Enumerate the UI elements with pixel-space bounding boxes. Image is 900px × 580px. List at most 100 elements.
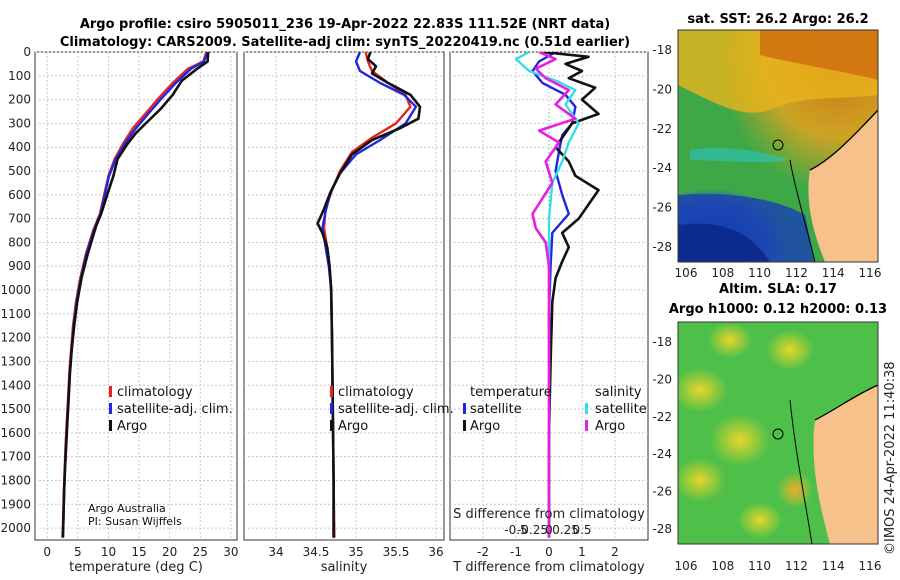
salinity-panel-frame: [243, 51, 445, 541]
legend-marker-s-satellite: [585, 403, 588, 414]
depth-tick-label: 300: [8, 116, 31, 130]
legend-label-t-argo: Argo: [470, 419, 500, 434]
map-lon-label: 106: [675, 559, 698, 573]
map-lat-label: -22: [652, 410, 672, 424]
sla-map-title-line1: Altim. SLA: 0.17: [719, 282, 837, 297]
legend-label-satellite: satellite-adj. clim.: [117, 402, 233, 417]
x-tick-label: 0: [545, 545, 553, 559]
series-line-argo: [316, 52, 422, 538]
s-tick-label: 0.25: [552, 523, 579, 537]
x-tick-label: 2: [611, 545, 619, 559]
legend-label-climatology: climatology: [338, 385, 414, 400]
depth-tick-label: 600: [8, 188, 31, 202]
map-lon-label: 108: [711, 559, 734, 573]
depth-tick-label: 0: [23, 45, 31, 59]
map-lon-label: 114: [822, 266, 845, 280]
depth-tick-label: 1400: [0, 378, 31, 392]
series-line-temperature-argo: [542, 52, 600, 538]
sla-argo-location: [772, 428, 784, 440]
map-lat-label: -26: [652, 485, 672, 499]
temperature-legend: climatology satellite-adj. clim. Argo: [109, 385, 233, 434]
depth-tick-label: 400: [8, 140, 31, 154]
sla-map-title-line2: Argo h1000: 0.12 h2000: 0.13: [669, 302, 887, 317]
difference-legend-temperature: temperature satellite Argo: [463, 385, 552, 434]
temperature-curves: [61, 52, 210, 538]
sst-argo-location: [772, 139, 784, 151]
depth-tick-label: 1200: [0, 331, 31, 345]
map-lon-label: 110: [748, 266, 771, 280]
map-lon-label: 116: [859, 559, 882, 573]
legend-marker-satellite: [330, 403, 333, 414]
legend-title-temperature: temperature: [470, 385, 552, 400]
depth-tick-label: 1900: [0, 497, 31, 511]
depth-tick-label: 200: [8, 93, 31, 107]
depth-tick-label: 1100: [0, 307, 31, 321]
s-tick-label: -0.5: [504, 523, 527, 537]
depth-tick-label: 1500: [0, 402, 31, 416]
map-lat-label: -18: [652, 43, 672, 57]
figure-title-line1: Argo profile: csiro 5905011_236 19-Apr-2…: [80, 17, 610, 32]
map-lat-label: -28: [652, 522, 672, 536]
legend-label-satellite: satellite-adj. clim.: [338, 402, 454, 417]
map-lat-label: -24: [652, 161, 672, 175]
map-lon-label: 112: [785, 266, 808, 280]
x-tick-label: 36: [428, 545, 443, 559]
difference-xlabel: T difference from climatology: [452, 560, 645, 575]
legend-marker-argo: [330, 420, 333, 431]
difference-xlabel-top: S difference from climatology: [453, 507, 645, 522]
legend-marker-s-argo: [585, 420, 588, 431]
depth-tick-label: 700: [8, 212, 31, 226]
map-lon-label: 110: [748, 559, 771, 573]
legend-title-salinity: salinity: [595, 385, 642, 400]
depth-tick-label: 2000: [0, 521, 31, 535]
x-tick-label: 15: [131, 545, 146, 559]
x-tick-label: 10: [101, 545, 116, 559]
map-lat-label: -20: [652, 82, 672, 96]
legend-label-t-satellite: satellite: [470, 402, 522, 417]
map-lon-label: 116: [859, 266, 882, 280]
legend-marker-argo: [109, 420, 112, 431]
series-line-salinity-argo: [531, 52, 577, 538]
legend-marker-t-satellite: [463, 403, 466, 414]
depth-tick-label: 800: [8, 235, 31, 249]
legend-label-s-satellite: satellite: [595, 402, 647, 417]
map-lat-label: -20: [652, 372, 672, 386]
temperature-xlabel: temperature (deg C): [69, 560, 203, 575]
depth-tick-label: 1600: [0, 426, 31, 440]
x-tick-label: -1: [510, 545, 522, 559]
depth-tick-label: 900: [8, 259, 31, 273]
imos-credit: ©IMOS 24-Apr-2022 11:40:38: [883, 361, 898, 555]
sst-map-frame: [677, 29, 879, 263]
map-lat-label: -26: [652, 201, 672, 215]
x-tick-label: 34.5: [303, 545, 330, 559]
x-tick-label: 34: [268, 545, 283, 559]
map-lat-label: -18: [652, 335, 672, 349]
legend-label-argo: Argo: [338, 419, 368, 434]
map-lon-label: 106: [675, 266, 698, 280]
sla-map: [678, 322, 878, 544]
salinity-curves: [316, 52, 422, 538]
map-lon-label: 108: [711, 266, 734, 280]
x-tick-label: 35: [348, 545, 363, 559]
depth-tick-label: 1000: [0, 283, 31, 297]
depth-tick-label: 1700: [0, 450, 31, 464]
x-tick-label: 1: [578, 545, 586, 559]
depth-tick-label: 100: [8, 69, 31, 83]
legend-label-climatology: climatology: [117, 385, 193, 400]
depth-tick-label: 1300: [0, 354, 31, 368]
sst-map-title: sat. SST: 26.2 Argo: 26.2: [687, 12, 868, 27]
x-tick-label: 25: [193, 545, 208, 559]
x-tick-label: 30: [223, 545, 238, 559]
s-tick-label: -0.25: [517, 523, 548, 537]
figure-title-line2: Climatology: CARS2009. Satellite-adj cli…: [60, 35, 630, 50]
salinity-legend: climatology satellite-adj. clim. Argo: [330, 385, 454, 434]
legend-marker-climatology: [330, 386, 333, 397]
sst-map: [678, 30, 878, 262]
salinity-xlabel: salinity: [321, 560, 368, 575]
sla-map-frame: [677, 321, 879, 545]
x-tick-label: -2: [477, 545, 489, 559]
x-tick-label: 5: [74, 545, 82, 559]
footer-argo-australia: Argo Australia: [88, 502, 166, 515]
map-lon-label: 114: [822, 559, 845, 573]
